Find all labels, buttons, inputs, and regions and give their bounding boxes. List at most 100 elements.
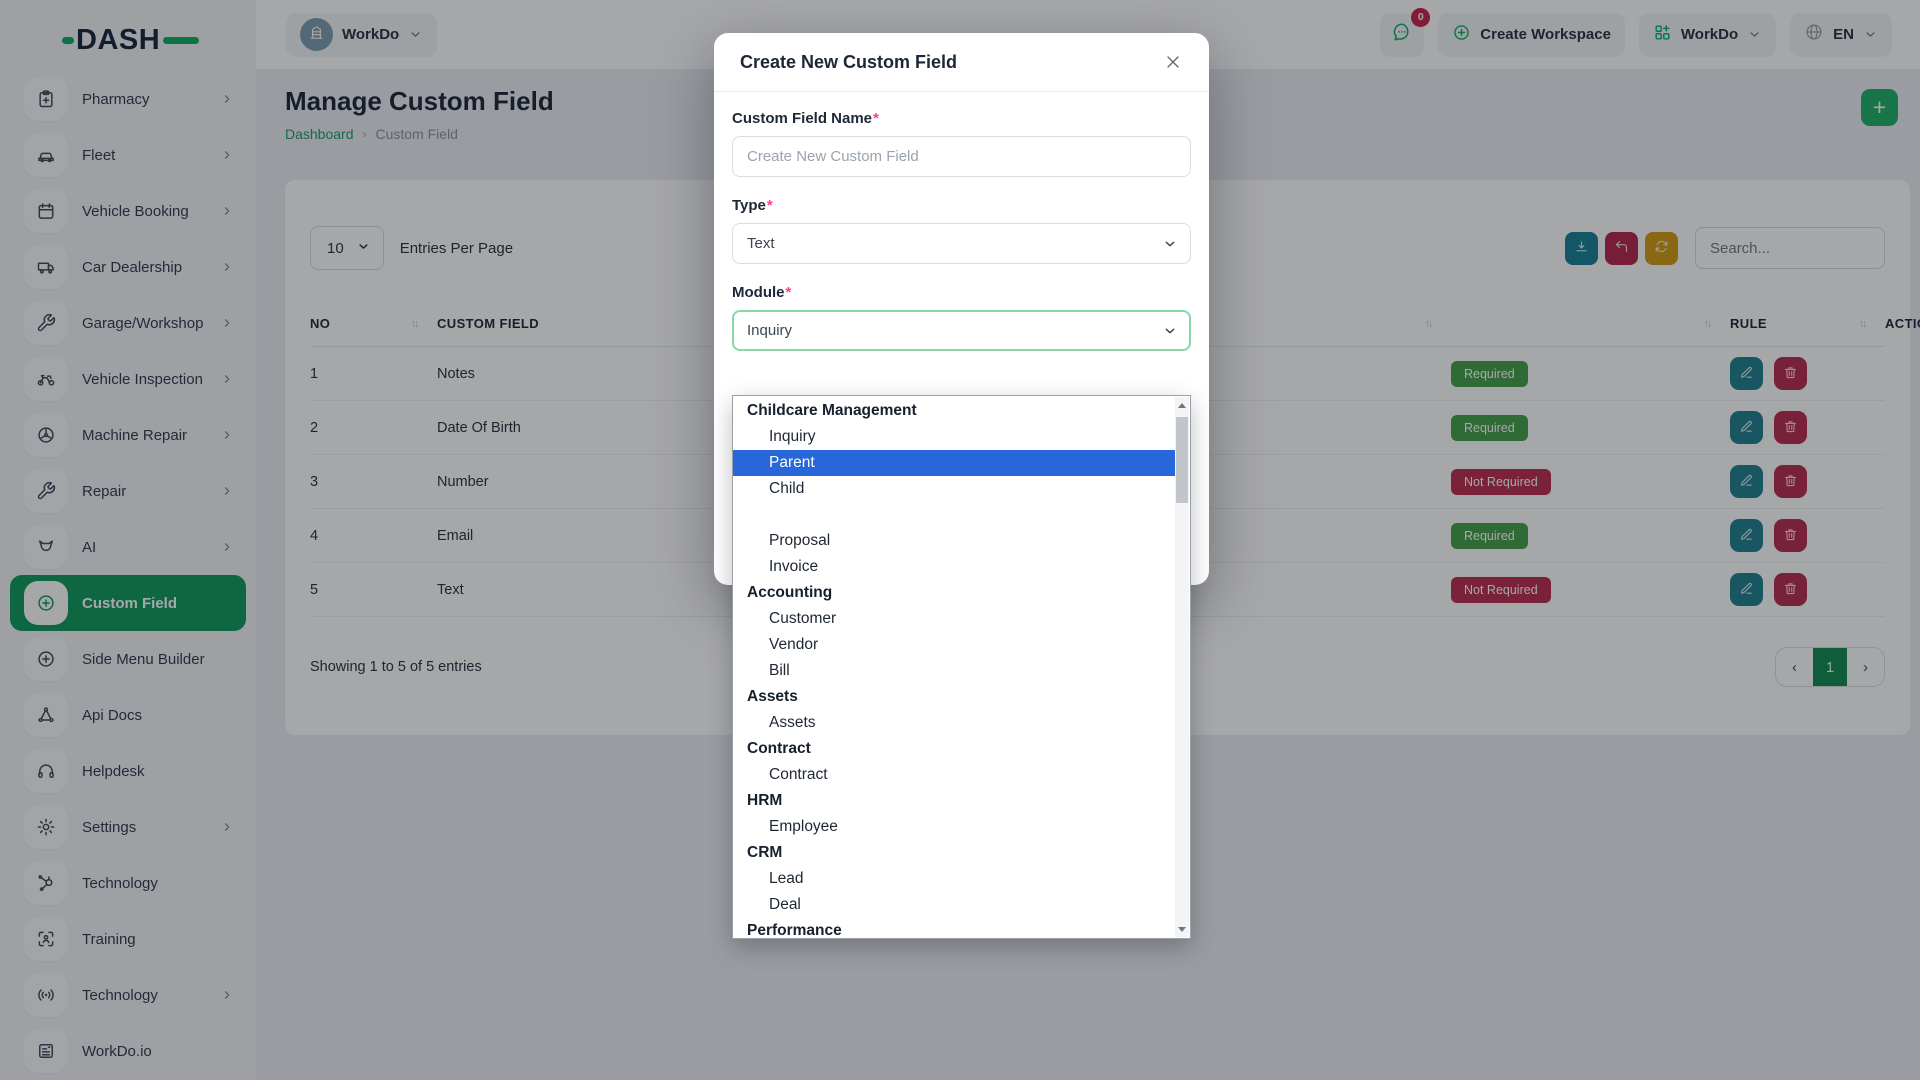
plus-circle-icon	[24, 581, 68, 625]
workspace-switcher[interactable]: WorkDo	[286, 12, 438, 57]
delete-button[interactable]	[1774, 519, 1808, 552]
sidebar-item-ai[interactable]: AI	[10, 519, 246, 575]
column-header-hidden: ↑↓	[1451, 306, 1730, 347]
option-parent[interactable]: Parent	[733, 450, 1175, 476]
edit-button[interactable]	[1730, 411, 1763, 444]
language-dropdown[interactable]: EN	[1790, 12, 1892, 57]
sidebar-item-label: AI	[82, 538, 97, 556]
option-customer[interactable]: Customer	[769, 610, 837, 627]
chevron-right-icon	[220, 484, 234, 498]
sort-icon[interactable]: ↑↓	[410, 318, 419, 330]
delete-button[interactable]	[1774, 411, 1808, 444]
chevron-right-icon	[220, 148, 234, 162]
cell-action	[1730, 508, 1885, 563]
sidebar-item-vehicle-booking[interactable]: Vehicle Booking	[10, 183, 246, 239]
page-size-select[interactable]: 10	[310, 226, 384, 270]
option-employee[interactable]: Employee	[769, 818, 838, 835]
module-select[interactable]: Inquiry	[732, 310, 1191, 351]
type-select[interactable]: Text	[732, 223, 1191, 264]
pagination-current-page: 1	[1813, 648, 1847, 686]
option-bill[interactable]: Bill	[769, 662, 790, 679]
sidebar-item-repair[interactable]: Repair	[10, 463, 246, 519]
dropdown-scrollbar[interactable]	[1175, 397, 1189, 937]
logo-accent-dash	[163, 37, 200, 44]
sidebar-item-fleet[interactable]: Fleet	[10, 127, 246, 183]
sidebar-item-label: Settings	[82, 818, 137, 836]
pencil-icon	[1739, 527, 1754, 545]
search-input[interactable]	[1695, 227, 1885, 269]
chevron-right-icon	[220, 540, 234, 554]
type-label: Type*	[732, 197, 773, 214]
language-code: EN	[1833, 26, 1854, 43]
cell-no: 4	[310, 508, 437, 563]
sidebar-item-custom-field[interactable]: Custom Field	[10, 575, 246, 631]
export-button[interactable]	[1565, 231, 1598, 265]
sidebar-item-api-docs[interactable]: Api Docs	[10, 687, 246, 743]
cell-rule: Not Required	[1451, 562, 1730, 617]
delete-button[interactable]	[1774, 357, 1808, 390]
sidebar-item-helpdesk[interactable]: Helpdesk	[10, 743, 246, 799]
sort-icon[interactable]: ↑↓	[1703, 318, 1712, 330]
sort-icon[interactable]: ↑↓	[1858, 318, 1867, 330]
chevron-right-icon	[220, 988, 234, 1002]
sort-icon[interactable]: ↑↓	[1424, 318, 1433, 330]
scroll-up-arrow-icon[interactable]	[1175, 397, 1189, 413]
column-header-rule: RULE ↑↓	[1730, 306, 1885, 347]
edit-button[interactable]	[1730, 573, 1763, 606]
trash-icon	[1783, 581, 1798, 599]
delete-button[interactable]	[1774, 573, 1808, 606]
pagination-next[interactable]: ›	[1847, 648, 1884, 686]
sidebar-item-side-menu-builder[interactable]: Side Menu Builder	[10, 631, 246, 687]
sidebar-item-machine-repair[interactable]: Machine Repair	[10, 407, 246, 463]
motorcycle-icon	[24, 357, 68, 401]
sidebar-item-label: Car Dealership	[82, 258, 183, 276]
option-vendor[interactable]: Vendor	[769, 636, 819, 653]
option-inquiry[interactable]: Inquiry	[769, 428, 816, 445]
delete-button[interactable]	[1774, 465, 1808, 498]
rule-badge: Not Required	[1451, 468, 1551, 495]
option-assets[interactable]: Assets	[769, 714, 816, 731]
option-invoice[interactable]: Invoice	[769, 558, 819, 575]
gear-icon	[24, 805, 68, 849]
column-header-no: NO ↑↓	[310, 306, 437, 347]
option-child[interactable]: Child	[769, 480, 805, 497]
sidebar-item-car-dealership[interactable]: Car Dealership	[10, 239, 246, 295]
create-workspace-button[interactable]: Create Workspace	[1438, 12, 1625, 57]
sidebar-item-settings[interactable]: Settings	[10, 799, 246, 855]
workspace-avatar	[300, 18, 333, 51]
plus-circle-icon	[24, 637, 68, 681]
option-group-blank	[733, 502, 1175, 528]
scroll-down-arrow-icon[interactable]	[1175, 921, 1189, 937]
sidebar-item-workdo-io[interactable]: WorkDo.io	[10, 1023, 246, 1079]
edit-button[interactable]	[1730, 519, 1763, 552]
sidebar-item-garage-workshop[interactable]: Garage/Workshop	[10, 295, 246, 351]
sidebar-item-pharmacy[interactable]: Pharmacy	[10, 71, 246, 127]
option-lead[interactable]: Lead	[769, 870, 804, 887]
trash-icon	[1783, 419, 1798, 437]
entries-per-page-label: Entries Per Page	[399, 239, 514, 257]
scrollbar-thumb[interactable]	[1176, 417, 1188, 503]
add-custom-field-button[interactable]: +	[1861, 89, 1898, 126]
app-menu-dropdown[interactable]: WorkDo	[1638, 12, 1777, 57]
sidebar-item-technology[interactable]: Technology	[10, 967, 246, 1023]
option-contract[interactable]: Contract	[769, 766, 828, 783]
messages-button[interactable]: 0	[1380, 7, 1431, 57]
close-icon[interactable]	[1159, 48, 1187, 76]
wrench-icon	[24, 301, 68, 345]
edit-button[interactable]	[1730, 465, 1763, 498]
edit-button[interactable]	[1730, 357, 1763, 390]
refresh-button[interactable]	[1645, 231, 1678, 265]
sidebar-item-vehicle-inspection[interactable]: Vehicle Inspection	[10, 351, 246, 407]
option-deal[interactable]: Deal	[769, 896, 801, 913]
breadcrumb-dashboard-link[interactable]: Dashboard	[285, 126, 354, 142]
reset-button[interactable]	[1605, 231, 1638, 265]
pagination-prev[interactable]: ‹	[1776, 648, 1813, 686]
sidebar-item-technology[interactable]: Technology	[10, 855, 246, 911]
sidebar-item-training[interactable]: Training	[10, 911, 246, 967]
chevron-down-icon	[1162, 323, 1178, 339]
option-proposal[interactable]: Proposal	[769, 532, 831, 549]
broadcast-icon	[24, 973, 68, 1017]
custom-field-name-input[interactable]	[732, 136, 1191, 177]
chevron-down-icon	[1162, 236, 1178, 252]
modal-title: Create New Custom Field	[740, 51, 958, 72]
